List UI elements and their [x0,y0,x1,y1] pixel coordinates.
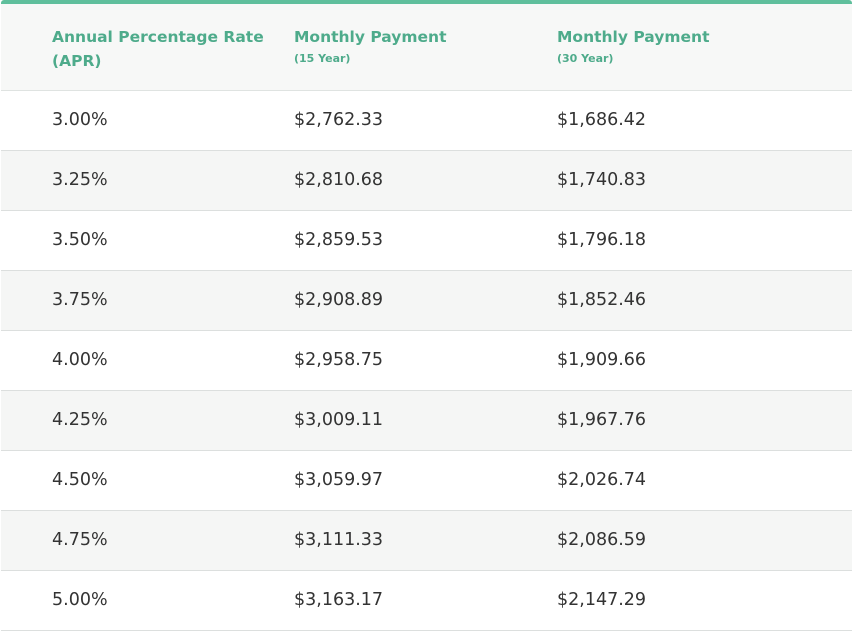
apr-cell: 3.00% [1,90,294,151]
payment-30yr-cell: $1,740.83 [557,150,852,211]
payment-30yr-cell: $1,852.46 [557,270,852,331]
table-row: 3.75% $2,908.89 $1,852.46 [1,270,852,331]
apr-cell: 3.75% [1,270,294,331]
payment-30yr-cell: $1,686.42 [557,90,852,151]
apr-cell: 5.00% [1,570,294,631]
payment-30yr-cell: $2,026.74 [557,450,852,511]
payment-15yr-cell: $3,111.33 [294,510,557,571]
header-row: Annual Percentage Rate (APR) Monthly Pay… [1,4,852,91]
table-row: 4.00% $2,958.75 $1,909.66 [1,330,852,391]
header-payment-15yr-term: (15 Year) [294,52,351,65]
payment-15yr-cell: $2,810.68 [294,150,557,211]
table-row: 3.25% $2,810.68 $1,740.83 [1,150,852,211]
payment-15yr-cell: $3,009.11 [294,390,557,451]
header-payment-30yr: Monthly Payment (30 Year) [557,4,852,91]
table-row: 4.75% $3,111.33 $2,086.59 [1,510,852,571]
table-row: 5.00% $3,163.17 $2,147.29 [1,570,852,631]
table-row: 3.50% $2,859.53 $1,796.18 [1,210,852,271]
payment-30yr-cell: $1,967.76 [557,390,852,451]
payment-15yr-cell: $2,908.89 [294,270,557,331]
apr-cell: 4.00% [1,330,294,391]
mortgage-rate-table: Annual Percentage Rate (APR) Monthly Pay… [1,4,852,631]
payment-15yr-cell: $3,059.97 [294,450,557,511]
payment-15yr-cell: $3,163.17 [294,570,557,631]
header-payment-30yr-term: (30 Year) [557,52,614,65]
header-apr: Annual Percentage Rate (APR) [1,4,294,91]
header-payment-30yr-label: Monthly Payment [557,28,710,46]
table-accent-bar [1,0,852,4]
payment-15yr-cell: $2,958.75 [294,330,557,391]
payment-30yr-cell: $2,147.29 [557,570,852,631]
apr-cell: 3.25% [1,150,294,211]
header-payment-15yr: Monthly Payment (15 Year) [294,4,557,91]
apr-cell: 4.75% [1,510,294,571]
payment-30yr-cell: $1,909.66 [557,330,852,391]
payment-30yr-cell: $2,086.59 [557,510,852,571]
table-body: 3.00% $2,762.33 $1,686.42 3.25% $2,810.6… [1,90,852,631]
payment-30yr-cell: $1,796.18 [557,210,852,271]
payment-15yr-cell: $2,762.33 [294,90,557,151]
table-header: Annual Percentage Rate (APR) Monthly Pay… [1,4,852,91]
header-apr-abbrev: (APR) [52,52,102,70]
apr-cell: 4.25% [1,390,294,451]
table-row: 3.00% $2,762.33 $1,686.42 [1,90,852,151]
header-payment-15yr-label: Monthly Payment [294,28,447,46]
table-row: 4.50% $3,059.97 $2,026.74 [1,450,852,511]
payment-15yr-cell: $2,859.53 [294,210,557,271]
header-apr-label: Annual Percentage Rate [52,28,264,46]
apr-cell: 4.50% [1,450,294,511]
table-row: 4.25% $3,009.11 $1,967.76 [1,390,852,451]
apr-cell: 3.50% [1,210,294,271]
